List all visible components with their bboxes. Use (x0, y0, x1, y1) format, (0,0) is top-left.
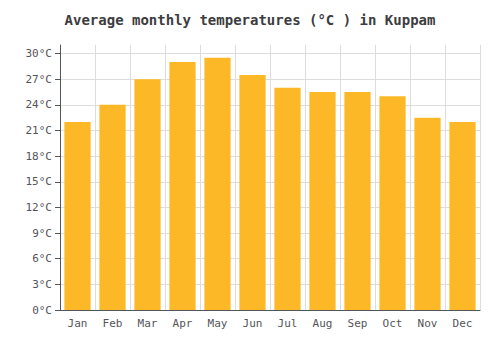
svg-text:3°C: 3°C (32, 278, 52, 291)
svg-text:30°C: 30°C (26, 47, 53, 60)
svg-text:27°C: 27°C (26, 73, 53, 86)
svg-text:Apr: Apr (173, 317, 193, 330)
svg-text:Aug: Aug (313, 317, 333, 330)
svg-text:Mar: Mar (138, 317, 158, 330)
svg-text:Average monthly temperatures (: Average monthly temperatures (°C ) in Ku… (65, 12, 436, 28)
svg-text:Oct: Oct (383, 317, 403, 330)
svg-text:Jun: Jun (243, 317, 263, 330)
svg-text:21°C: 21°C (26, 124, 53, 137)
svg-text:15°C: 15°C (26, 175, 53, 188)
svg-text:Sep: Sep (348, 317, 368, 330)
svg-text:18°C: 18°C (26, 150, 53, 163)
svg-text:Feb: Feb (103, 317, 123, 330)
svg-text:12°C: 12°C (26, 201, 53, 214)
svg-text:Nov: Nov (418, 317, 438, 330)
svg-text:Jan: Jan (68, 317, 88, 330)
svg-text:Jul: Jul (278, 317, 298, 330)
svg-text:24°C: 24°C (26, 98, 53, 111)
svg-text:May: May (208, 317, 228, 330)
svg-text:Dec: Dec (453, 317, 473, 330)
svg-text:0°C: 0°C (32, 304, 52, 317)
svg-text:9°C: 9°C (32, 227, 52, 240)
svg-text:6°C: 6°C (32, 252, 52, 265)
